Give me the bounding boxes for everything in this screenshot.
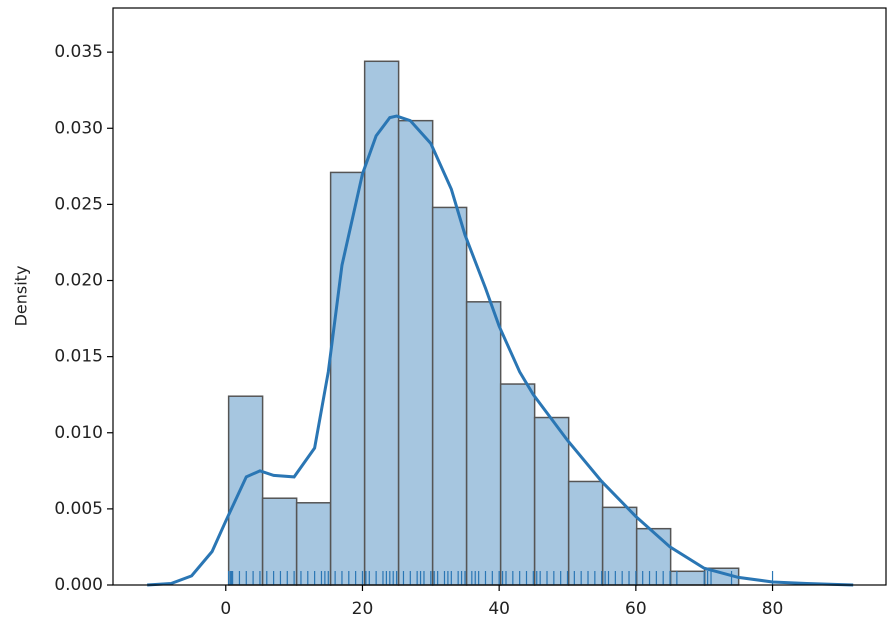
y-tick-label: 0.005 — [54, 499, 103, 519]
bar — [261, 497, 298, 586]
y-tick-label: 0.025 — [54, 194, 103, 214]
bar — [499, 383, 536, 586]
x-tick-label: 60 — [625, 599, 647, 619]
bar — [669, 570, 706, 586]
plot-frame — [112, 7, 887, 586]
bar — [533, 416, 570, 586]
bar — [397, 119, 434, 586]
bar — [465, 301, 502, 586]
y-tick-label: 0.015 — [54, 347, 103, 367]
y-tick-label: 0.035 — [54, 42, 103, 62]
y-tick-label: 0.030 — [54, 118, 103, 138]
bar — [295, 502, 332, 586]
y-tick-label: 0.010 — [54, 423, 103, 443]
x-tick-label: 80 — [762, 599, 784, 619]
bar — [601, 506, 638, 586]
x-tick-label: 0 — [220, 599, 231, 619]
bar — [431, 206, 468, 586]
bar — [363, 60, 400, 586]
y-axis-label: Density — [12, 266, 31, 327]
bar — [227, 395, 264, 586]
kde-line — [147, 114, 854, 587]
y-tick-label: 0.000 — [54, 575, 103, 595]
y-tick-label: 0.020 — [54, 271, 103, 291]
x-tick-label: 20 — [352, 599, 374, 619]
bar — [635, 527, 672, 586]
x-tick-label: 40 — [488, 599, 510, 619]
bar — [567, 480, 604, 586]
